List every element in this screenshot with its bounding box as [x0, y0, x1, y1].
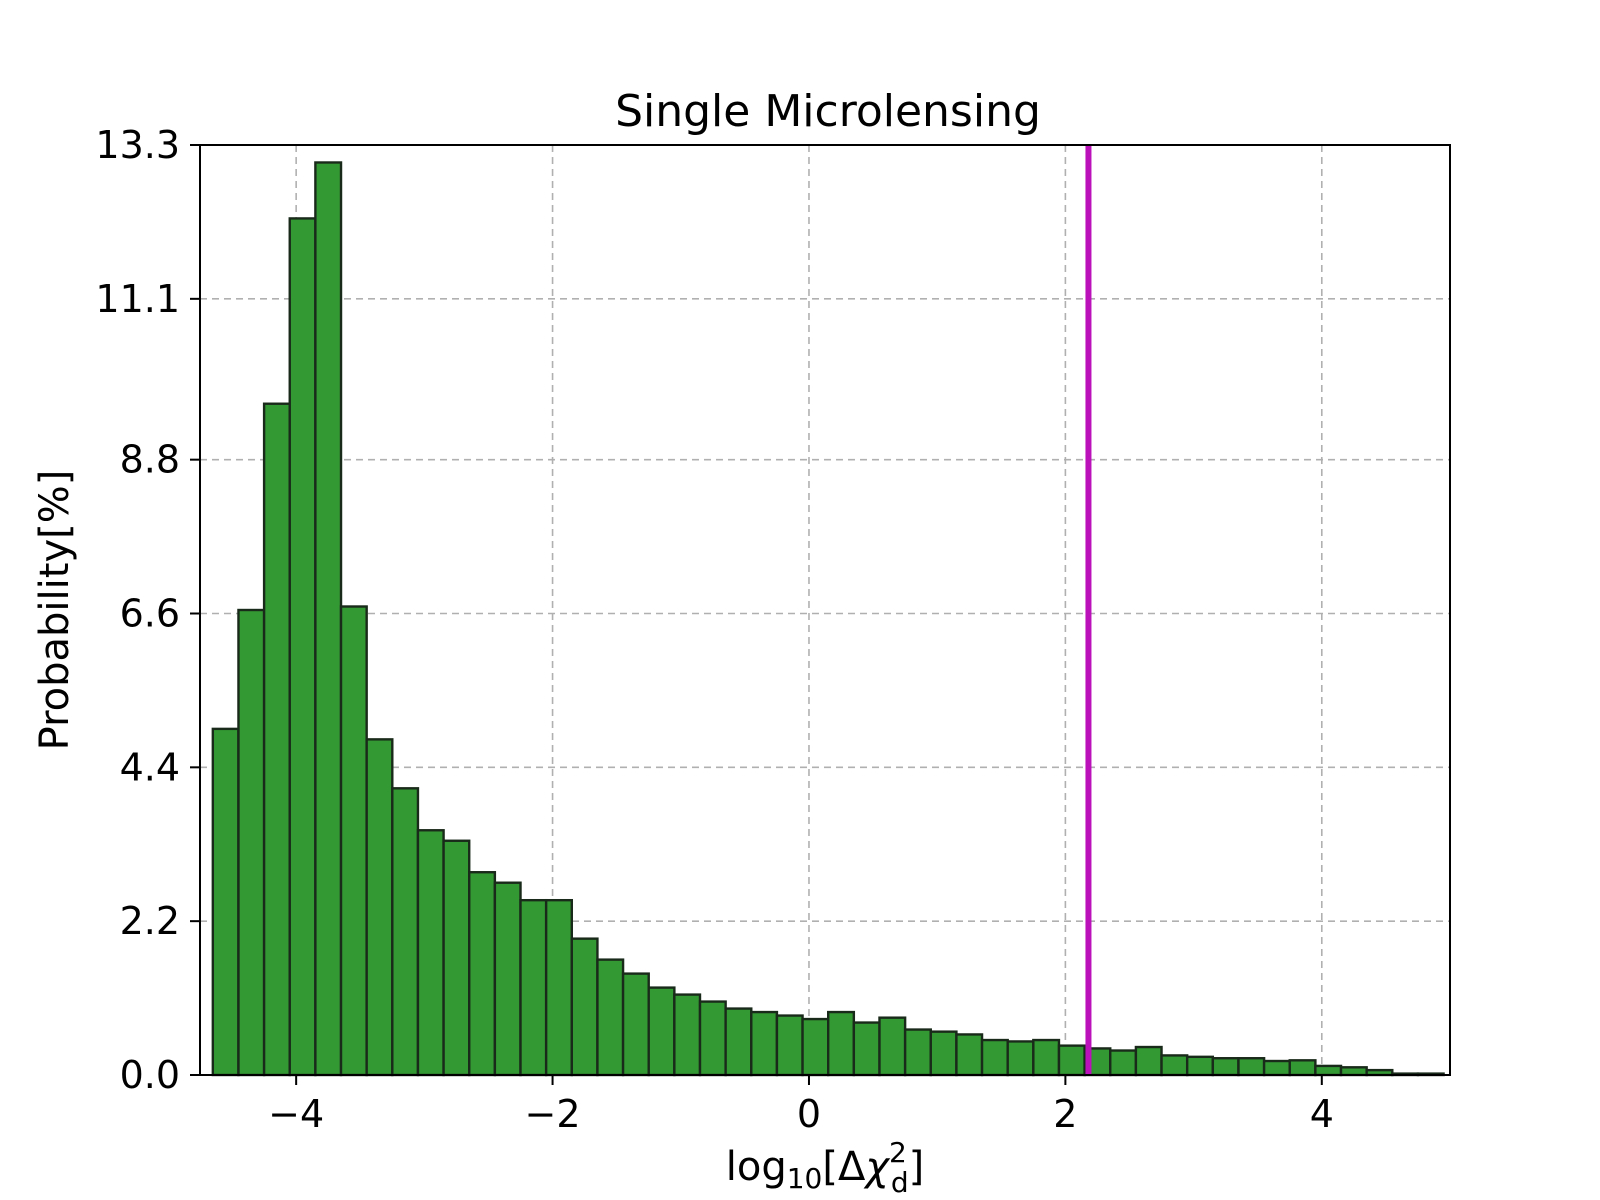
- histogram-bar-42: [1288, 1059, 1317, 1077]
- y-tick-label-6: 13.3: [95, 123, 180, 167]
- histogram-bar-36: [1134, 1045, 1163, 1077]
- x-axis-label-superscript: 2: [889, 1136, 907, 1169]
- histogram-bar-28: [929, 1030, 958, 1077]
- y-axis-ticks: 0.0 2.2 4.4 6.6 8.8 11.1 13.3: [95, 123, 200, 1097]
- histogram-bar-12: [519, 898, 548, 1077]
- x-axis-label-log: log: [726, 1144, 787, 1190]
- histogram-bar-19: [698, 1000, 727, 1077]
- histogram-bar-27: [903, 1028, 932, 1077]
- histogram-bar-4: [314, 161, 343, 1077]
- histogram-bar-32: [1032, 1038, 1061, 1077]
- histogram-bar-24: [827, 1010, 856, 1077]
- histogram-bar-43: [1314, 1064, 1343, 1077]
- histogram-bar-41: [1262, 1059, 1291, 1077]
- histogram-bar-21: [750, 1010, 779, 1077]
- y-tick-label-5: 11.1: [95, 277, 180, 321]
- histogram-bar-35: [1109, 1049, 1138, 1077]
- histogram-bar-26: [878, 1016, 907, 1077]
- histogram-bar-20: [724, 1007, 753, 1077]
- x-axis-label-log-subscript: 10: [787, 1162, 823, 1195]
- x-axis-ticks: −4 −2 0 2 4: [268, 1075, 1334, 1136]
- x-tick-label-0: −4: [268, 1092, 324, 1136]
- x-tick-label-4: 4: [1310, 1092, 1334, 1136]
- histogram-bar-22: [775, 1014, 804, 1077]
- histogram-bar-16: [621, 972, 650, 1077]
- x-axis-label-close: ]: [909, 1144, 925, 1190]
- histogram-bar-25: [852, 1021, 881, 1077]
- chart-title: Single Microlensing: [615, 86, 1041, 137]
- histogram-bar-10: [468, 871, 497, 1077]
- histogram-bar-17: [647, 986, 676, 1077]
- x-tick-label-3: 2: [1053, 1092, 1077, 1136]
- histogram-bar-33: [1057, 1044, 1086, 1077]
- y-tick-label-2: 4.4: [120, 745, 180, 789]
- x-axis-label-chi-subscript: d: [891, 1166, 909, 1199]
- histogram-bar-40: [1237, 1057, 1266, 1077]
- x-axis-label-open: [Δ: [822, 1144, 866, 1190]
- y-tick-label-1: 2.2: [120, 899, 180, 943]
- histogram-bar-14: [570, 937, 599, 1077]
- histogram-bar-15: [596, 958, 625, 1077]
- histogram-bar-31: [1006, 1040, 1035, 1077]
- y-axis-label: Probability[%]: [32, 470, 78, 751]
- histogram-bar-8: [416, 829, 445, 1077]
- x-tick-label-1: −2: [525, 1092, 581, 1136]
- x-tick-label-2: 0: [797, 1092, 821, 1136]
- histogram-bar-38: [1185, 1055, 1215, 1077]
- histogram-bar-11: [493, 881, 522, 1077]
- histogram-bar-39: [1211, 1057, 1240, 1077]
- histogram-bar-23: [801, 1017, 830, 1077]
- y-tick-label-0: 0.0: [120, 1053, 180, 1097]
- histogram-bar-30: [980, 1038, 1009, 1077]
- histogram-bar-29: [955, 1033, 984, 1077]
- histogram-bar-9: [442, 839, 471, 1077]
- y-tick-label-3: 6.6: [120, 591, 180, 635]
- histogram-bar-3: [288, 217, 317, 1077]
- histogram-bar-13: [544, 898, 573, 1077]
- x-axis-label: log10[Δχ2 d]: [726, 1136, 924, 1199]
- histogram-bar-7: [391, 787, 420, 1077]
- histogram-bar-0: [211, 727, 240, 1077]
- histogram-bar-1: [237, 608, 266, 1077]
- histogram-bar-44: [1339, 1066, 1368, 1077]
- histogram-bar-2: [262, 402, 291, 1077]
- y-tick-label-4: 8.8: [120, 438, 180, 482]
- histogram-bar-6: [365, 738, 394, 1077]
- x-axis-label-chi: χ: [863, 1144, 890, 1190]
- histogram-bar-18: [673, 993, 702, 1077]
- plot-frame: [199, 144, 1451, 1076]
- histogram-bar-37: [1160, 1054, 1189, 1077]
- histogram-bar-5: [339, 605, 368, 1077]
- histogram-bars: [211, 161, 1445, 1077]
